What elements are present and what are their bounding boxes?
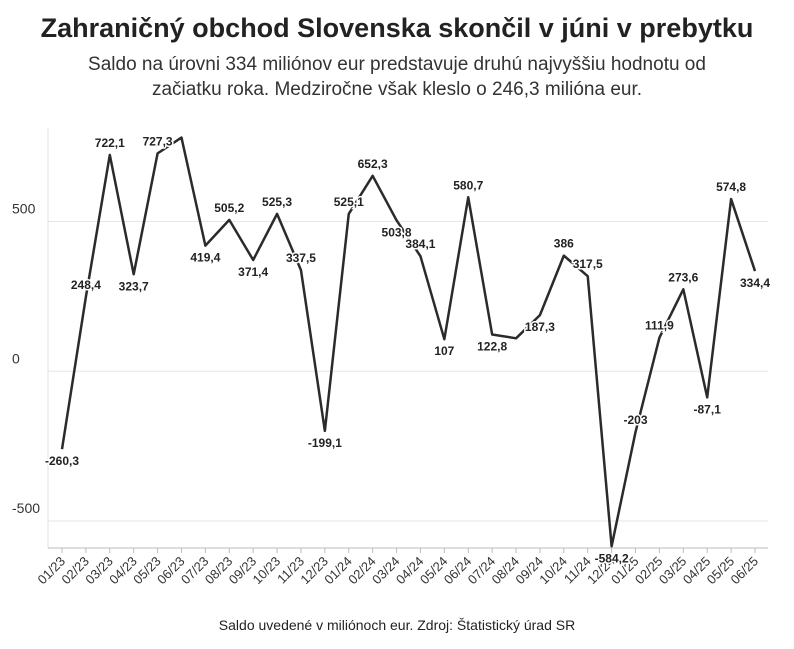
data-label: 323,7 bbox=[119, 279, 149, 293]
x-tick-label: 10/23 bbox=[250, 554, 284, 588]
data-label: 317,5 bbox=[573, 257, 603, 271]
data-label: 384,1 bbox=[405, 237, 435, 251]
subtitle: začiatku roka. Medziročne však kleslo o … bbox=[152, 79, 642, 100]
data-label: 273,6 bbox=[668, 270, 698, 284]
data-label: 107 bbox=[434, 344, 454, 358]
data-label: 503,8 bbox=[382, 225, 412, 239]
data-label: 386 bbox=[554, 237, 574, 251]
data-label: 187,3 bbox=[525, 320, 555, 334]
x-tick-label: 10/24 bbox=[536, 554, 570, 588]
data-label: 722,1 bbox=[95, 136, 125, 150]
subtitle: Saldo na úrovni 334 miliónov eur predsta… bbox=[88, 54, 706, 75]
y-tick-label: 0 bbox=[12, 350, 20, 366]
y-tick-label: 500 bbox=[12, 200, 36, 216]
data-label: 580,7 bbox=[453, 178, 483, 192]
data-label: -584,2 bbox=[595, 551, 629, 565]
data-label: 505,2 bbox=[214, 201, 244, 215]
data-label: -87,1 bbox=[694, 402, 722, 416]
x-tick-label: 06/25 bbox=[728, 554, 762, 588]
data-label: 122,8 bbox=[477, 339, 507, 353]
data-label: 111,9 bbox=[645, 319, 674, 333]
data-label: 652,3 bbox=[358, 157, 388, 171]
data-label: 248,4 bbox=[71, 278, 101, 292]
source: Saldo uvedené v miliónoch eur. Zdroj: Št… bbox=[219, 617, 575, 633]
data-label: 574,8 bbox=[716, 180, 746, 194]
data-label: 334,4 bbox=[740, 276, 770, 290]
data-label: 727,3 bbox=[143, 134, 173, 148]
line bbox=[60, 136, 757, 548]
data-label: 525,1 bbox=[334, 195, 364, 209]
data-label: 525,3 bbox=[262, 195, 292, 209]
y-tick-label: -500 bbox=[12, 500, 40, 516]
data-label: 371,4 bbox=[238, 265, 268, 279]
data-label: 419,4 bbox=[190, 251, 220, 265]
data-label: 337,5 bbox=[286, 251, 316, 265]
data-label: -203 bbox=[624, 413, 648, 427]
data-label: -199,1 bbox=[308, 436, 342, 450]
chart-title: Zahraničný obchod Slovenska skončil v jú… bbox=[41, 13, 754, 43]
data-label: -260,3 bbox=[45, 454, 79, 468]
